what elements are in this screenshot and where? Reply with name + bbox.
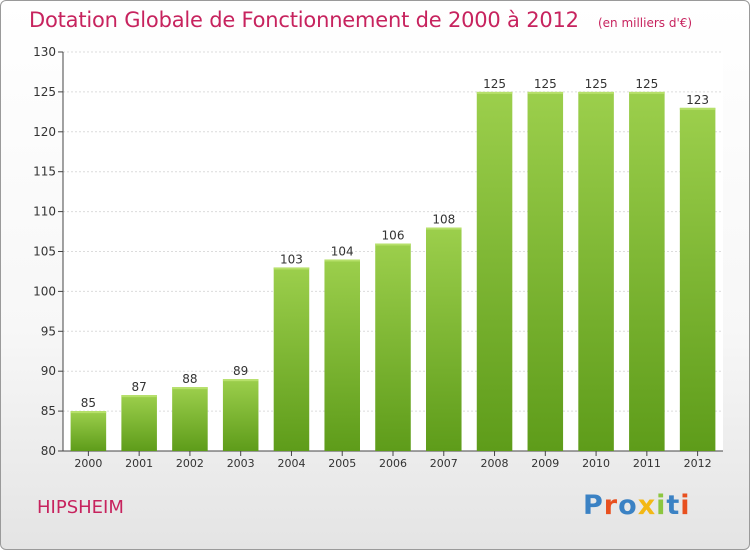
- x-tick-label: 2000: [74, 457, 102, 470]
- bar-value-label: 125: [585, 77, 608, 91]
- y-tick-label: 130: [33, 45, 56, 59]
- y-tick-label: 90: [41, 364, 56, 378]
- bar-highlight: [273, 267, 310, 270]
- x-tick-label: 2009: [531, 457, 559, 470]
- chart-subtitle: (en milliers d'€): [597, 16, 693, 30]
- bar-value-label: 125: [635, 77, 658, 91]
- bar-value-label: 103: [280, 252, 303, 266]
- bar-value-label: 106: [382, 229, 405, 243]
- y-tick-label: 125: [33, 85, 56, 99]
- bar-highlight: [121, 395, 157, 398]
- y-tick-label: 100: [33, 284, 56, 298]
- x-tick-label: 2008: [481, 457, 509, 470]
- bar: [222, 379, 259, 451]
- brand-letter: o: [618, 490, 638, 521]
- y-tick-label: 115: [33, 165, 56, 179]
- bar: [679, 107, 716, 452]
- bar: [375, 243, 411, 451]
- bar-highlight: [426, 227, 462, 230]
- bar: [70, 411, 107, 451]
- bar-value-label: 88: [182, 372, 197, 386]
- bar-highlight: [629, 91, 665, 94]
- bar-highlight: [476, 91, 513, 94]
- y-tick-label: 80: [41, 444, 56, 458]
- bar-highlight: [70, 411, 107, 414]
- bar-highlight: [375, 243, 411, 246]
- bar: [172, 387, 208, 451]
- x-tick-label: 2010: [582, 457, 610, 470]
- bar: [476, 91, 513, 452]
- y-tick-label: 85: [41, 404, 56, 418]
- y-tick-label: 105: [33, 245, 56, 259]
- brand-logo: Proxiti: [583, 490, 691, 521]
- x-tick-label: 2004: [277, 457, 305, 470]
- x-tick-label: 2012: [684, 457, 712, 470]
- bar-highlight: [527, 91, 564, 94]
- bar-value-label: 108: [432, 213, 455, 227]
- x-tick-label: 2005: [328, 457, 356, 470]
- bar: [273, 267, 310, 451]
- bar: [629, 91, 665, 452]
- x-tick-label: 2007: [430, 457, 458, 470]
- bar-highlight: [222, 379, 259, 382]
- bar-value-label: 87: [132, 380, 147, 394]
- x-tick-label: 2002: [176, 457, 204, 470]
- y-tick-label: 95: [41, 324, 56, 338]
- bar-value-label: 89: [233, 364, 248, 378]
- bar: [578, 91, 614, 452]
- bar-highlight: [172, 387, 208, 390]
- bar: [426, 227, 462, 451]
- y-tick-label: 120: [33, 125, 56, 139]
- x-tick-label: 2003: [227, 457, 255, 470]
- commune-name: HIPSHEIM: [37, 497, 124, 518]
- x-tick-label: 2011: [633, 457, 661, 470]
- brand-letter: i: [656, 490, 667, 521]
- brand-letter: i: [680, 490, 691, 521]
- bar-value-label: 125: [483, 77, 506, 91]
- title-row: Dotation Globale de Fonctionnement de 20…: [29, 8, 692, 32]
- bar-value-label: 85: [81, 396, 96, 410]
- brand-letter: P: [583, 490, 604, 521]
- bar-highlight: [679, 107, 716, 110]
- y-tick-label: 110: [33, 205, 56, 219]
- chart-title: Dotation Globale de Fonctionnement de 20…: [29, 8, 579, 32]
- bar: [324, 259, 360, 451]
- brand-letter: r: [603, 490, 619, 521]
- bar-value-label: 104: [331, 244, 354, 258]
- bar: [121, 395, 157, 451]
- x-tick-label: 2006: [379, 457, 407, 470]
- bar: [527, 91, 564, 452]
- brand-letter: x: [637, 490, 657, 521]
- brand-letter: t: [666, 490, 681, 521]
- bar-value-label: 123: [686, 93, 709, 107]
- bar-highlight: [578, 91, 614, 94]
- bar-highlight: [324, 259, 360, 262]
- x-tick-label: 2001: [125, 457, 153, 470]
- bar-value-label: 125: [534, 77, 557, 91]
